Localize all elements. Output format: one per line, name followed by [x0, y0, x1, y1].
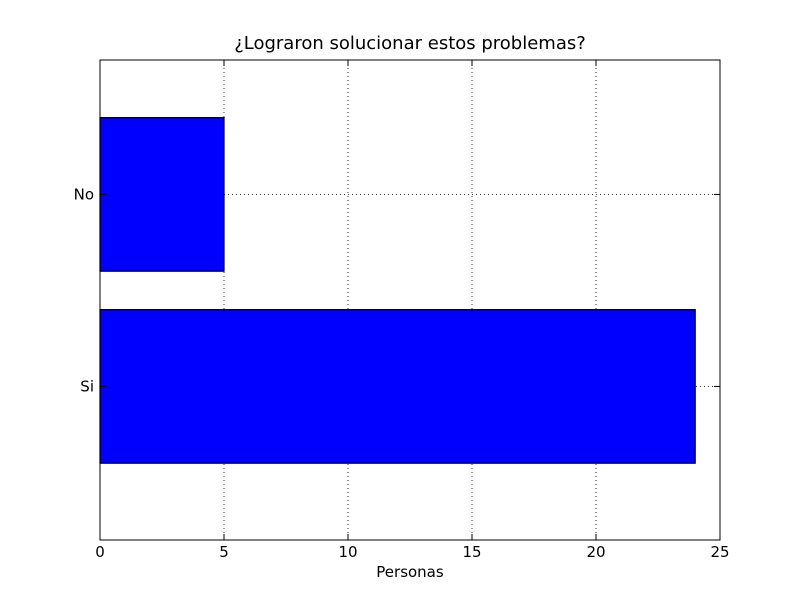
y-tick-label: Si — [80, 377, 94, 395]
chart-title: ¿Lograron solucionar estos problemas? — [234, 33, 586, 54]
x-tick-label: 15 — [462, 543, 481, 561]
x-tick-label: 10 — [338, 543, 357, 561]
bar-si — [99, 309, 696, 464]
y-tick-label: No — [74, 185, 94, 203]
bars — [99, 116, 696, 464]
x-tick-label: 0 — [95, 543, 105, 561]
x-tick-label: 5 — [219, 543, 229, 561]
plot-frame — [99, 59, 721, 541]
x-axis-label: Personas — [376, 563, 444, 581]
x-tick-label: 25 — [710, 543, 729, 561]
x-tick-label: 20 — [586, 543, 605, 561]
axis-ticks: 0 5 10 15 20 25 Si No — [74, 60, 730, 561]
bar-no — [99, 116, 225, 272]
